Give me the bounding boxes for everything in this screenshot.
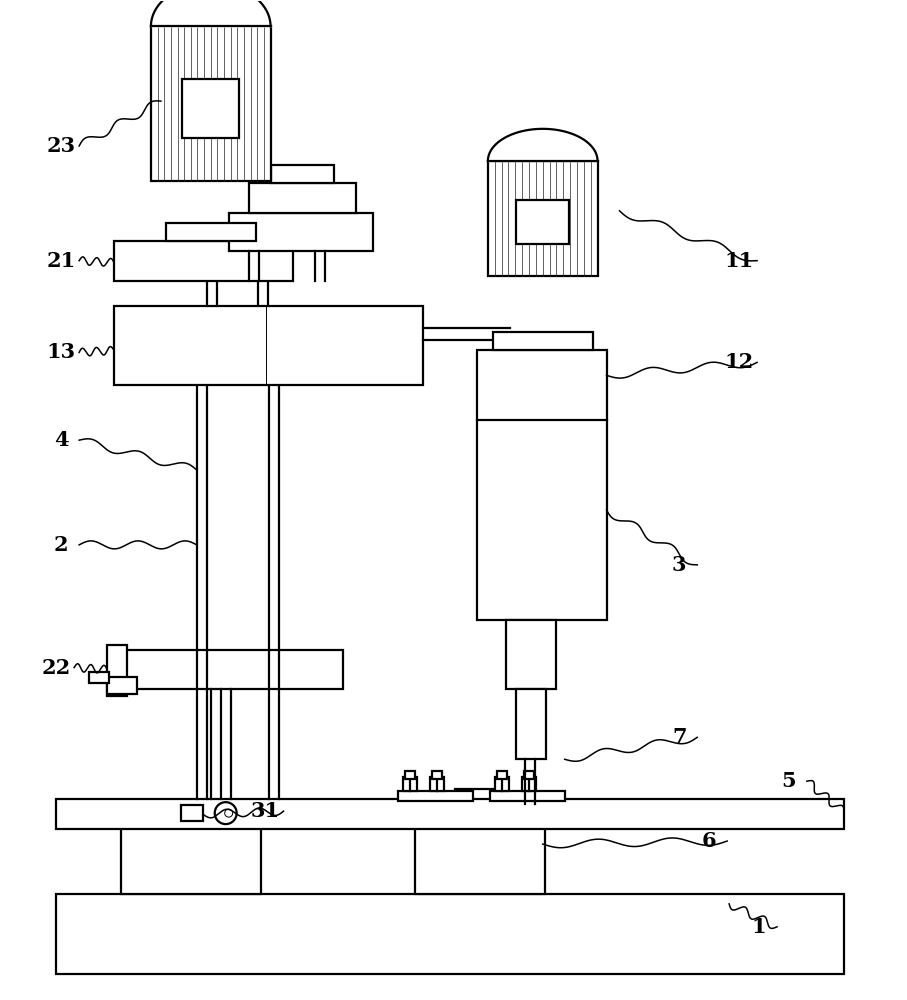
Bar <box>455 789 505 801</box>
Bar <box>114 650 344 689</box>
Text: 11: 11 <box>725 251 754 271</box>
Bar <box>495 777 509 791</box>
Bar <box>229 213 374 251</box>
Bar <box>180 805 203 821</box>
Text: 7: 7 <box>672 727 687 747</box>
Text: 3: 3 <box>672 555 687 575</box>
Bar <box>107 677 137 694</box>
Bar <box>107 645 127 696</box>
Bar <box>114 241 294 281</box>
Bar <box>488 161 598 276</box>
Bar <box>523 771 533 779</box>
Bar <box>405 771 415 779</box>
Bar <box>182 79 239 138</box>
Bar <box>89 672 109 683</box>
Text: 5: 5 <box>782 771 796 791</box>
Bar <box>493 332 592 350</box>
Bar <box>506 620 556 689</box>
Text: 12: 12 <box>725 352 754 372</box>
Bar <box>443 801 518 819</box>
Bar <box>249 183 356 213</box>
Bar <box>398 791 473 801</box>
Bar <box>151 26 270 181</box>
Bar <box>403 777 417 791</box>
Text: 21: 21 <box>46 251 76 271</box>
Bar <box>432 771 442 779</box>
Bar <box>516 200 569 244</box>
Bar <box>56 894 844 974</box>
Text: 6: 6 <box>702 831 717 851</box>
Bar <box>56 799 844 829</box>
Bar <box>490 791 565 801</box>
Text: 1: 1 <box>752 917 766 937</box>
Bar <box>121 819 260 894</box>
Bar <box>430 777 444 791</box>
Text: 31: 31 <box>251 801 280 821</box>
Bar <box>497 771 507 779</box>
Text: 22: 22 <box>42 658 71 678</box>
Text: 13: 13 <box>46 342 76 362</box>
Bar <box>166 223 256 241</box>
Text: 23: 23 <box>46 136 76 156</box>
Bar <box>477 350 607 620</box>
Text: 2: 2 <box>54 535 69 555</box>
Bar <box>270 165 335 183</box>
Bar <box>415 819 545 894</box>
Bar <box>516 689 546 759</box>
Text: 4: 4 <box>54 430 69 450</box>
Bar <box>114 306 423 385</box>
Bar <box>522 777 536 791</box>
